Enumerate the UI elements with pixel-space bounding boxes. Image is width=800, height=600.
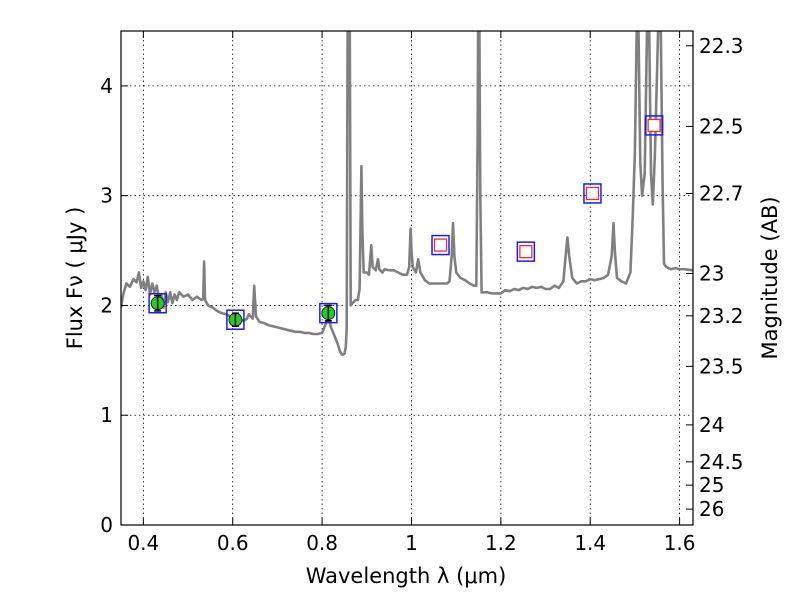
detected-photometry-point <box>148 292 167 314</box>
mag-tick-label: 23 <box>699 261 724 285</box>
x-tick-label: 1 <box>405 531 418 555</box>
detected-photometry-point <box>226 309 245 330</box>
x-tick-label: 0.4 <box>127 531 159 555</box>
y-axis-label: Flux Fν ( μJy ) <box>63 207 87 350</box>
model-marker <box>433 238 448 252</box>
model-spectrum-line <box>121 31 693 357</box>
x-tick-label: 1.2 <box>485 531 517 555</box>
plot-area <box>121 31 693 357</box>
detection-box <box>148 292 167 314</box>
plot-frame <box>120 30 694 526</box>
mag-tick-label: 24.5 <box>699 450 744 474</box>
mag-tick-label: 24 <box>699 413 724 437</box>
y-tick-label: 0 <box>100 513 113 537</box>
detection-box <box>226 309 245 330</box>
model-photometry-point <box>644 115 664 136</box>
mag-tick-label: 22.3 <box>699 34 744 58</box>
model-photometry-point <box>516 241 536 262</box>
model-photometry-point <box>431 234 450 256</box>
model-box <box>583 183 602 204</box>
mag-tick-label: 23.2 <box>699 304 744 328</box>
x-axis-label: Wavelength λ (μm) <box>306 564 507 588</box>
x-tick-label: 0.6 <box>217 531 249 555</box>
x-tick-label: 1.4 <box>574 531 606 555</box>
detection-box <box>319 302 338 324</box>
y-tick-label: 2 <box>100 293 113 317</box>
mag-tick-label: 22.5 <box>699 114 744 138</box>
model-photometry-point <box>583 183 602 204</box>
model-marker <box>647 118 661 133</box>
model-marker <box>585 186 600 201</box>
x-tick-label: 0.8 <box>306 531 338 555</box>
model-box <box>431 234 450 256</box>
model-marker <box>519 245 533 259</box>
model-box <box>516 241 536 262</box>
axes: 0.4 0.6 0.8 1 1.2 1.4 1.60123422.322.522.72323… <box>100 30 744 555</box>
mag-tick-label: 26 <box>699 497 724 521</box>
mag-tick-label: 22.7 <box>699 181 744 205</box>
y-tick-label: 3 <box>100 184 113 208</box>
x-tick-label: 1.6 <box>664 531 696 555</box>
y2-axis-label: Magnitude (AB) <box>758 196 782 359</box>
mag-tick-label: 23.5 <box>699 354 744 378</box>
detected-photometry-point <box>319 302 338 324</box>
y-tick-label: 4 <box>100 74 113 98</box>
y-tick-label: 1 <box>100 403 113 427</box>
mag-tick-label: 25 <box>699 473 724 497</box>
model-box <box>644 115 664 136</box>
